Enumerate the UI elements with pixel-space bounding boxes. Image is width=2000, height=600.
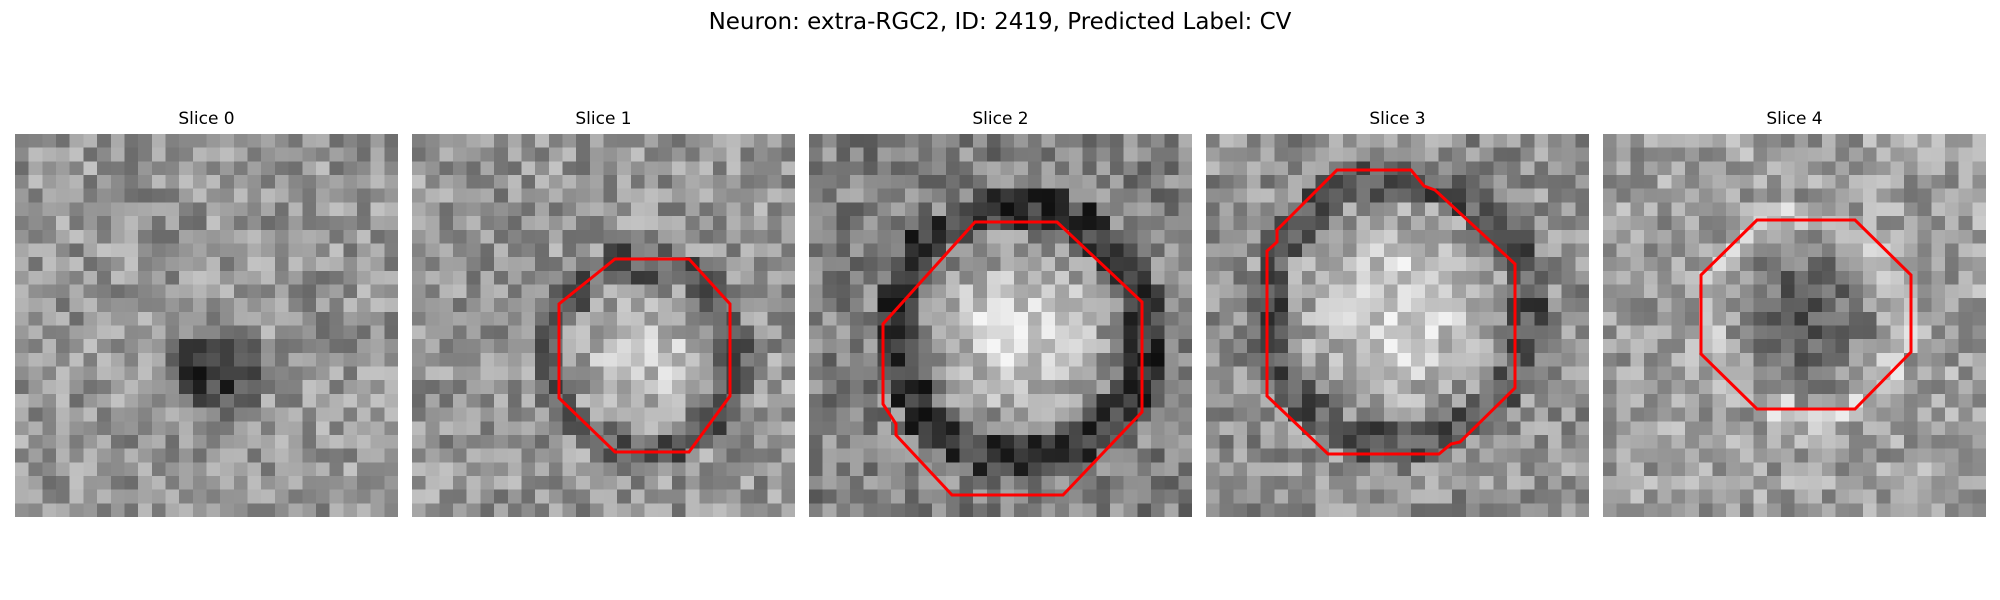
contour-overlay-1 [557, 257, 732, 454]
slice-image-0 [15, 134, 398, 517]
slice-panel-2: Slice 2 [809, 108, 1192, 517]
slice-title-3: Slice 3 [1369, 109, 1426, 129]
contour-overlay-4 [1699, 218, 1913, 411]
slice-image-3 [1206, 134, 1589, 517]
slice-title-2: Slice 2 [972, 109, 1029, 129]
slice-title-0: Slice 0 [178, 109, 235, 129]
cell-contour-octagon-3 [1265, 168, 1517, 456]
grayscale-slice-0 [15, 134, 398, 517]
contour-overlay-3 [1265, 168, 1517, 456]
figure-title: Neuron: extra-RGC2, ID: 2419, Predicted … [708, 9, 1292, 35]
slice-panel-4: Slice 4 [1603, 108, 1986, 517]
slice-title-4: Slice 4 [1766, 109, 1823, 129]
contour-overlay-2 [881, 220, 1144, 497]
grayscale-slice-4 [1603, 134, 1986, 517]
grayscale-slice-2 [809, 134, 1192, 517]
slice-title-1: Slice 1 [575, 109, 632, 129]
slice-image-4 [1603, 134, 1986, 517]
cell-contour-octagon-2 [881, 220, 1144, 497]
cell-contour-octagon-4 [1699, 218, 1913, 411]
slice-panel-1: Slice 1 [412, 108, 795, 517]
slice-panel-0: Slice 0 [15, 108, 398, 517]
slice-image-1 [412, 134, 795, 517]
cell-contour-octagon-1 [557, 257, 732, 454]
slice-panel-3: Slice 3 [1206, 108, 1589, 517]
slice-image-2 [809, 134, 1192, 517]
